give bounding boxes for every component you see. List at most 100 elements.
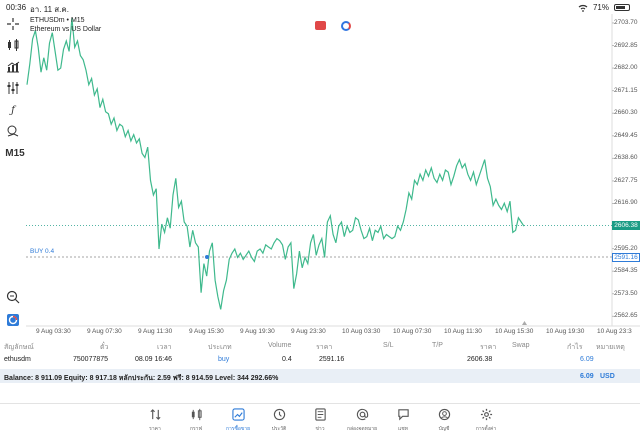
quotes-icon — [149, 409, 161, 420]
position-symbol: ethusdm — [4, 356, 31, 363]
status-date: อา. 11 ส.ค. — [30, 5, 69, 14]
timeframe-button[interactable]: M15 — [5, 147, 25, 159]
candlestick-icon[interactable] — [4, 37, 22, 53]
time-axis-label: 9 Aug 15:30 — [189, 328, 224, 335]
col-volume: Volume — [268, 342, 292, 349]
one-click-trading-icon[interactable] — [315, 21, 326, 30]
battery-percent: 71% — [592, 3, 609, 12]
time-axis-label: 10 Aug 23:3 — [597, 328, 632, 335]
col-sl: S/L — [383, 342, 394, 349]
position-ticket: 750077875 — [73, 356, 109, 363]
col-type: ประเภท — [208, 344, 232, 351]
price-series-line — [26, 18, 525, 310]
positions-header: สัญลักษณ์ ตั๋ว เวลา ประเภท Volume ราคา S… — [0, 339, 640, 353]
price-axis-label: 2595.20 — [614, 244, 638, 252]
tab-chart[interactable]: กราฟ — [176, 408, 216, 433]
time-axis-label: 10 Aug 19:30 — [546, 328, 585, 335]
trade-app-icon[interactable] — [4, 312, 22, 328]
chart-toolbar: ƒ M15 — [0, 14, 26, 339]
price-axis-label: 2584.35 — [614, 267, 638, 275]
status-time: 00:36 — [6, 3, 27, 12]
tab-chat[interactable]: แชท — [383, 408, 423, 433]
price-axis-label: 2649.45 — [614, 131, 638, 139]
tab-label: บัญชี — [438, 426, 450, 432]
tab-label: ข่าว — [315, 426, 325, 432]
battery-icon — [614, 4, 630, 11]
price-axis-label: 2627.75 — [614, 176, 638, 184]
current-price-marker: 2606.38 — [612, 220, 640, 230]
price-chart[interactable] — [0, 14, 640, 339]
price-axis-label: 2573.50 — [614, 289, 638, 297]
status-bar: 00:36 อา. 11 ส.ค. 71% — [0, 0, 640, 14]
tab-label: การตั้งค่า — [475, 426, 497, 432]
time-axis-label: 9 Aug 03:30 — [36, 328, 71, 335]
tab-label: กราฟ — [189, 426, 203, 432]
crosshair-icon[interactable] — [4, 16, 22, 32]
tab-account[interactable]: บัญชี — [424, 408, 464, 433]
price-axis-label: 2562.65 — [614, 312, 638, 320]
chart-symbol-title: ETHUSDm • M15 — [30, 17, 85, 24]
tab-label: กล่องจดหมาย — [346, 426, 378, 432]
objects-icon[interactable] — [4, 123, 22, 139]
settings-sliders-icon[interactable] — [4, 80, 22, 96]
time-axis-label: 10 Aug 07:30 — [393, 328, 432, 335]
time-axis-label: 10 Aug 11:30 — [444, 328, 482, 335]
time-axis-label: 9 Aug 19:30 — [240, 328, 275, 335]
position-current: 2606.38 — [467, 356, 493, 363]
total-profit: 6.09 — [580, 373, 594, 380]
status-right: 71% — [578, 3, 630, 12]
balance-summary: Balance: 8 911.09 Equity: 8 917.18 หลักป… — [4, 375, 279, 382]
tab-settings[interactable]: การตั้งค่า — [466, 408, 506, 433]
tab-history[interactable]: ประวัติ — [259, 408, 299, 433]
tab-label: ราคา — [149, 426, 161, 432]
bottom-tab-bar: ราคา กราฟ การซื้อขาย ประวัติ ข่าว กล่องจ… — [0, 403, 640, 447]
col-time: เวลา — [157, 344, 172, 351]
chat-icon — [397, 409, 409, 421]
price-axis-label: 2703.70 — [614, 18, 638, 26]
current-time-marker — [522, 321, 527, 325]
tab-mailbox[interactable]: กล่องจดหมาย — [342, 408, 382, 433]
position-volume: 0.4 — [282, 356, 292, 363]
position-price: 2591.16 — [319, 356, 345, 363]
wifi-icon — [578, 4, 588, 12]
col-ticket: ตั๋ว — [100, 344, 109, 351]
col-swap: Swap — [512, 342, 530, 349]
time-axis-label: 10 Aug 03:30 — [342, 328, 381, 335]
chart-area[interactable]: ETHUSDm • M15 Ethereum vs US Dollar 2703… — [0, 14, 640, 339]
col-tp: T/P — [432, 342, 443, 349]
settings-icon — [480, 408, 492, 421]
positions-table: สัญลักษณ์ ตั๋ว เวลา ประเภท Volume ราคา S… — [0, 339, 640, 383]
col-current: ราคา — [480, 344, 497, 351]
zoom-icon[interactable] — [4, 289, 22, 305]
position-profit: 6.09 — [580, 356, 594, 363]
function-icon[interactable]: ƒ — [11, 104, 15, 116]
sync-icon[interactable] — [341, 21, 351, 31]
tab-label: แชท — [398, 426, 408, 432]
tab-quotes[interactable]: ราคา — [135, 408, 175, 433]
tab-trade[interactable]: การซื้อขาย — [218, 408, 258, 433]
price-axis-label: 2671.15 — [614, 86, 638, 94]
col-symbol: สัญลักษณ์ — [4, 344, 34, 351]
time-axis-label: 10 Aug 15:30 — [495, 328, 534, 335]
buy-order-label[interactable]: BUY 0.4 — [30, 248, 55, 256]
chart-symbol-description: Ethereum vs US Dollar — [30, 26, 102, 33]
price-axis-label: 2660.30 — [614, 109, 638, 117]
price-axis-label: 2692.85 — [614, 41, 638, 49]
tab-news[interactable]: ข่าว — [300, 408, 340, 433]
tab-label: การซื้อขาย — [225, 426, 251, 432]
chart-header: ETHUSDm • M15 Ethereum vs US Dollar — [30, 16, 101, 34]
position-type: buy — [218, 356, 230, 363]
price-axis-label: 2616.90 — [614, 199, 638, 207]
time-axis-label: 9 Aug 07:30 — [87, 328, 122, 335]
time-axis-label: 9 Aug 23:30 — [291, 328, 326, 335]
price-axis-label: 2638.60 — [614, 154, 638, 162]
position-row[interactable]: ethusdm 750077875 08.09 16:46 buy 0.4 25… — [0, 353, 640, 367]
news-icon — [314, 408, 326, 421]
trade-icon — [231, 408, 245, 421]
col-comment: หมายเหตุ — [596, 344, 625, 351]
history-icon — [273, 408, 285, 421]
mailbox-icon — [356, 408, 368, 421]
indicators-icon[interactable] — [4, 59, 22, 75]
col-profit: กำไร — [567, 344, 583, 351]
tab-label: ประวัติ — [271, 426, 287, 432]
